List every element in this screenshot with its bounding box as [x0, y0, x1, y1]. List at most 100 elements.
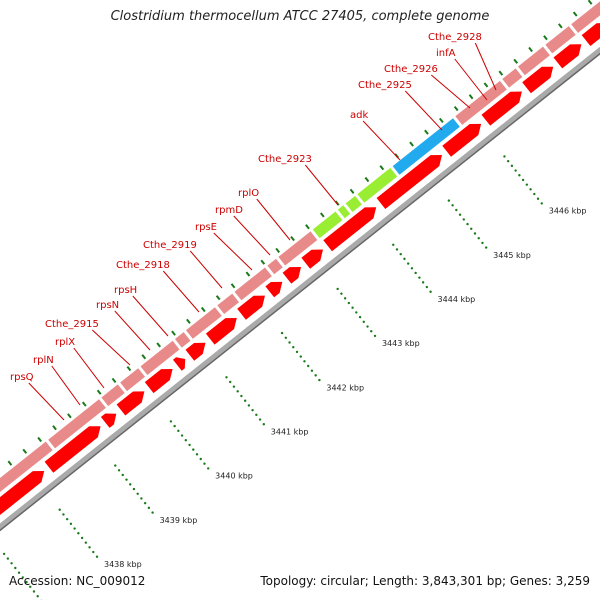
scale-dot [540, 202, 543, 205]
gene-band-segment [502, 68, 523, 88]
outer-tick [558, 23, 563, 29]
scale-dot [284, 336, 288, 340]
scale-dot [36, 594, 39, 598]
scale-dot [151, 511, 154, 514]
outer-tick [305, 224, 310, 230]
outer-tick [7, 460, 13, 466]
scale-dot [362, 320, 365, 324]
scale-dot [177, 429, 180, 433]
scale-dot [458, 213, 462, 216]
scale-dot [318, 378, 321, 382]
outer-tick [364, 176, 370, 183]
scale-dot [17, 571, 21, 574]
gene-tracks [0, 0, 600, 532]
scale-dot [395, 248, 399, 251]
gene-label: Cthe_2919 [143, 240, 197, 251]
scale-dot [243, 399, 247, 402]
outer-tick [409, 141, 414, 147]
scale-dot [510, 164, 514, 168]
outer-tick [156, 342, 161, 348]
scale-dot [403, 257, 406, 261]
outer-tick [290, 235, 295, 242]
scale-dot [225, 376, 228, 379]
gene-label: rplO [238, 188, 259, 199]
scale-dot [355, 311, 358, 314]
scale-dot [347, 301, 351, 305]
cds-arrow [522, 66, 554, 94]
gene-label: Cthe_2918 [116, 260, 170, 271]
outer-tick [126, 365, 132, 372]
gene-label: Cthe_2926 [384, 64, 438, 75]
gene-band-segment [357, 167, 398, 203]
scale-label: 3446 kbp [549, 207, 587, 216]
scale-dot [117, 469, 121, 472]
gene-label: rpsE [195, 222, 217, 233]
scale-dot [514, 169, 517, 172]
scale-dot [536, 197, 540, 200]
gene-band-segment [312, 211, 343, 239]
scale-dot [455, 208, 458, 212]
gene-label: rpsQ [10, 372, 34, 383]
genome-summary-text: Topology: circular; Length: 3,843,301 bp… [260, 574, 590, 588]
scale-dot [236, 390, 239, 393]
scale-dot [343, 297, 347, 300]
scale-dot [6, 557, 10, 560]
scale-dot [77, 532, 80, 535]
scale-dot [314, 374, 317, 377]
scale-dot [229, 380, 232, 384]
gene-band-segment [48, 399, 106, 449]
gene-label: rpsH [114, 285, 137, 296]
gene-band-segment [337, 205, 351, 219]
scale-dot [65, 517, 69, 521]
scale-dot [521, 178, 525, 182]
gene-leader-line [28, 382, 65, 421]
scale-dot [203, 462, 206, 465]
gene-leader-line [213, 232, 253, 271]
scale-dot [88, 546, 91, 549]
gene-leader-line [454, 58, 488, 101]
scale-dot [232, 385, 236, 388]
outer-tick [171, 330, 176, 336]
scale-dot [503, 155, 506, 158]
gene-leader-line [114, 310, 151, 351]
outer-tick [245, 271, 251, 277]
scale-dot [473, 232, 477, 235]
cds-arrow [282, 267, 301, 284]
outer-tick [334, 200, 340, 206]
gene-label: infA [436, 48, 456, 59]
scale-dot [147, 506, 151, 510]
outer-tick [498, 70, 504, 76]
gene-band-segment [186, 307, 222, 339]
scale-label: 3442 kbp [326, 383, 364, 392]
scale-dot [292, 345, 295, 349]
gene-band-segment [0, 441, 53, 493]
gene-label: Cthe_2923 [258, 154, 312, 165]
scale-label: 3440 kbp [215, 472, 253, 481]
scale-dot [447, 199, 451, 202]
outer-tick [438, 117, 444, 123]
cds-arrow [442, 123, 482, 157]
scale-dot [143, 501, 147, 505]
scale-dot [310, 369, 314, 372]
scale-dot [136, 492, 139, 495]
scale-dot [406, 262, 410, 265]
scale-dot [84, 541, 88, 544]
kbp-scale: 3446 kbp 3445 kbp 3444 kbp 3443 kbp 3442 kbp… [2, 155, 587, 600]
scale-dot [262, 423, 266, 426]
outer-tick [468, 94, 474, 100]
scale-dot [484, 246, 488, 249]
scale-dot [192, 448, 195, 451]
outer-tick [513, 58, 519, 64]
scale-label: 3439 kbp [160, 516, 198, 525]
outer-tick [453, 105, 459, 112]
outer-tick [543, 35, 548, 41]
scale-label: 3443 kbp [382, 339, 420, 348]
scale-dot [73, 527, 76, 530]
scale-dot [462, 218, 465, 221]
scale-dot [392, 243, 395, 246]
cds-arrow [144, 369, 173, 394]
scale-dot [466, 222, 469, 226]
scale-dot [121, 473, 124, 477]
scale-dot [477, 237, 480, 240]
